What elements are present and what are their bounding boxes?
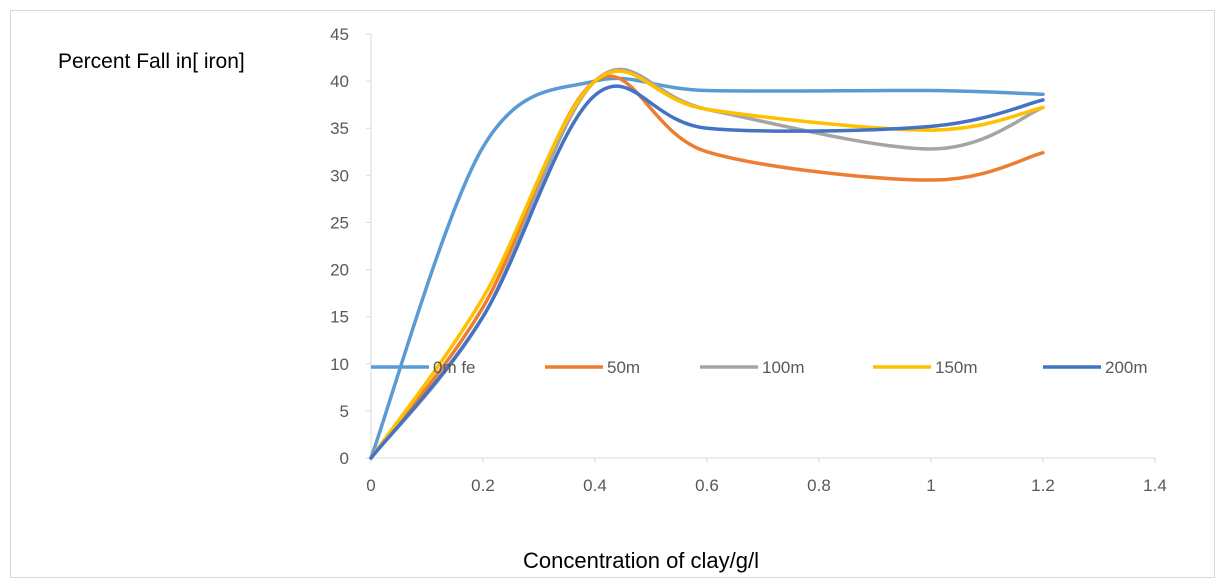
y-tick-labels: 0 5 10 15 20 25 30 35 40 45: [330, 25, 371, 468]
legend-label-4: 200m: [1105, 358, 1148, 377]
legend-label-2: 100m: [762, 358, 805, 377]
x-tick-label: 0.4: [583, 476, 607, 495]
x-tick-label: 0: [366, 476, 375, 495]
x-tick-label: 1: [926, 476, 935, 495]
series-line-4: [369, 84, 1045, 460]
x-tick-label: 0.8: [807, 476, 831, 495]
y-tick-label: 20: [330, 261, 349, 280]
y-tick-label: 40: [330, 72, 349, 91]
y-tick-label: 45: [330, 25, 349, 44]
x-tick-label: 1.2: [1031, 476, 1055, 495]
legend-label-0: 0m fe: [433, 358, 476, 377]
y-tick-label: 15: [330, 308, 349, 327]
x-tick-label: 0.6: [695, 476, 719, 495]
y-tick-label: 0: [340, 449, 349, 468]
y-tick-label: 25: [330, 213, 349, 232]
x-tick-label: 1.4: [1143, 476, 1167, 495]
series-line-3: [369, 69, 1045, 460]
y-tick-label: 10: [330, 355, 349, 374]
legend-label-3: 150m: [935, 358, 978, 377]
y-tick-label: 30: [330, 166, 349, 185]
y-axis-label: Percent Fall in[ iron]: [58, 50, 245, 73]
axes: [370, 34, 1155, 459]
chart-frame: [10, 10, 1215, 578]
y-tick-label: 5: [340, 402, 349, 421]
x-tick-labels: 0 0.2 0.4 0.6 0.8 1 1.2 1.4: [366, 458, 1167, 495]
y-tick-label: 35: [330, 119, 349, 138]
x-axis-label: Concentration of clay/g/l: [523, 548, 759, 573]
series-line-1: [369, 74, 1045, 460]
legend-label-1: 50m: [607, 358, 640, 377]
series-lines: [369, 67, 1045, 460]
series-line-0: [369, 76, 1045, 460]
x-tick-label: 0.2: [471, 476, 495, 495]
legend: 0m fe 50m 100m 150m 200m: [371, 358, 1148, 377]
